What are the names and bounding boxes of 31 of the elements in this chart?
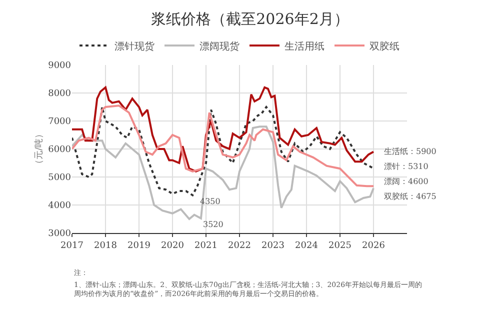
x-tick-label: 2019 bbox=[128, 240, 151, 251]
line-series bbox=[72, 86, 374, 172]
annotation: 4350 bbox=[200, 197, 220, 206]
legend-label: 生活用纸 bbox=[284, 40, 324, 52]
y-tick-label: 9000 bbox=[48, 61, 72, 72]
y-tick-label: 5000 bbox=[48, 173, 72, 184]
legend-label: 漂针现货 bbox=[114, 40, 154, 52]
legend-label: 双胶纸 bbox=[370, 40, 400, 52]
y-axis-title: （元/吨） bbox=[33, 129, 44, 169]
y-tick-label: 8000 bbox=[48, 89, 72, 100]
y-tick-label: 4000 bbox=[48, 201, 72, 212]
annotation: 漂针：5310 bbox=[384, 162, 428, 171]
x-tick-label: 2024 bbox=[295, 240, 318, 251]
annotation: 3520 bbox=[203, 220, 224, 229]
legend-label: 漂阔现货 bbox=[200, 40, 240, 52]
line-series bbox=[72, 126, 374, 220]
chart-title: 浆纸价格（截至2026年2月） bbox=[151, 10, 349, 28]
x-tick-label: 2017 bbox=[60, 240, 84, 251]
x-tick-label: 2018 bbox=[94, 240, 118, 251]
y-tick-label: 6000 bbox=[48, 145, 72, 156]
x-tick-label: 2025 bbox=[328, 240, 352, 251]
y-tick-label: 7000 bbox=[48, 117, 72, 128]
x-tick-label: 2026 bbox=[362, 240, 386, 251]
y-tick-label: 3000 bbox=[48, 229, 72, 240]
x-tick-label: 2020 bbox=[161, 240, 184, 251]
annotation: 双胶纸：4675 bbox=[384, 192, 436, 201]
x-tick-label: 2023 bbox=[262, 240, 285, 251]
x-tick-label: 2021 bbox=[194, 240, 218, 251]
annotation: 生活纸：5900 bbox=[384, 147, 436, 156]
annotation: 漂阔：4600 bbox=[384, 177, 428, 186]
x-tick-label: 2022 bbox=[228, 240, 251, 251]
